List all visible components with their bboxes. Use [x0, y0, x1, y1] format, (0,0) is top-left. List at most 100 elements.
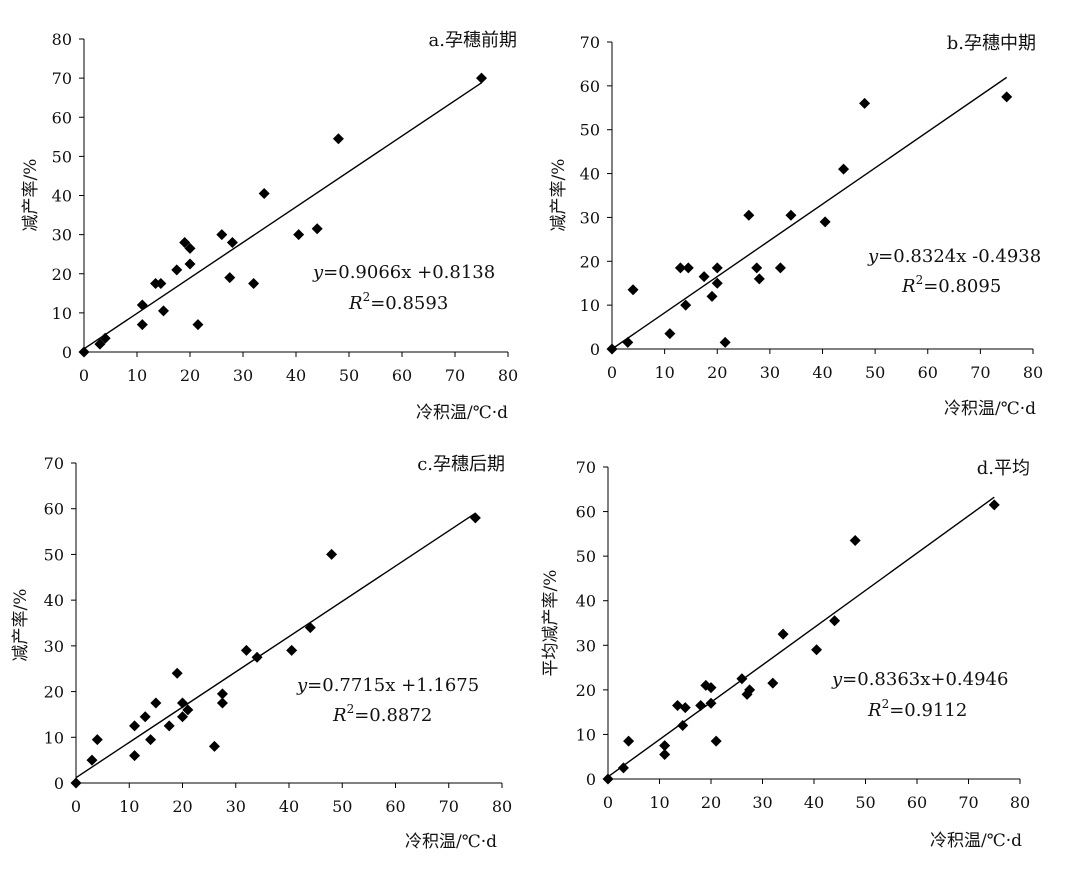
data-point: [785, 209, 797, 221]
x-tick-label: 60: [907, 793, 927, 812]
data-point: [659, 748, 671, 760]
x-tick-label: 10: [654, 363, 674, 382]
y-tick-label: 60: [580, 77, 600, 96]
data-point: [326, 548, 338, 560]
y-tick-label: 20: [52, 265, 72, 284]
y-tick-label: 0: [62, 343, 72, 362]
y-tick-label: 20: [580, 252, 600, 271]
data-point: [711, 277, 723, 289]
chart-panel-a: 0 10 20 30 40 50 60 70 80 0 10 20 30 40 50 60 70 80 a.孕穗前期…: [21, 30, 518, 423]
data-point: [617, 762, 629, 774]
regression-line: [75, 512, 476, 779]
regression-equation: y=0.7715x +1.1675: [296, 675, 479, 696]
y-tick-label: 60: [44, 500, 64, 519]
data-point: [859, 97, 871, 109]
x-tick-label: 80: [1023, 363, 1043, 382]
data-point: [623, 735, 635, 747]
data-point: [171, 667, 183, 679]
y-tick-label: 0: [586, 770, 596, 789]
y-tick-label: 40: [52, 187, 72, 206]
data-point: [811, 644, 823, 656]
y-axis-label: 平均减产率/%: [541, 570, 561, 677]
x-axis-label: 冷积温/℃·d: [405, 832, 497, 852]
r-squared-label: R2=0.8872: [332, 702, 432, 726]
data-point: [177, 697, 188, 709]
x-tick-label: 60: [385, 797, 405, 816]
data-point: [177, 711, 188, 723]
x-tick-label: 0: [79, 366, 89, 385]
data-point: [753, 273, 765, 285]
data-point: [469, 512, 481, 524]
data-point: [226, 236, 238, 248]
data-point: [158, 305, 169, 317]
x-tick-label: 50: [855, 793, 875, 812]
x-tick-label: 20: [180, 366, 200, 385]
y-axis-label: 减产率/%: [549, 159, 569, 232]
data-point: [216, 688, 228, 700]
data-point: [311, 223, 323, 235]
data-point: [664, 328, 676, 340]
data-point: [711, 262, 723, 274]
data-point: [139, 711, 151, 723]
data-point: [86, 754, 98, 766]
x-tick-label: 40: [279, 797, 299, 816]
data-point: [129, 720, 141, 732]
data-point: [705, 697, 717, 709]
y-axis-label: 减产率/%: [11, 589, 31, 662]
y-tick-label: 30: [44, 637, 64, 656]
y-tick-label: 10: [576, 725, 596, 744]
data-point: [719, 336, 731, 348]
data-point: [251, 651, 263, 663]
x-tick-label: 60: [392, 366, 412, 385]
data-point: [622, 336, 634, 348]
x-tick-label: 40: [804, 793, 824, 812]
y-tick-label: 60: [52, 108, 72, 127]
y-tick-label: 50: [576, 547, 596, 566]
data-point: [208, 740, 220, 752]
data-point: [91, 734, 103, 746]
x-tick-label: 0: [71, 797, 81, 816]
x-tick-label: 20: [701, 793, 721, 812]
data-point: [743, 209, 755, 221]
r-squared-label: R2=0.8593: [348, 290, 448, 314]
r-squared-label: R2=0.9112: [867, 697, 967, 721]
y-tick-label: 30: [580, 208, 600, 227]
x-tick-label: 20: [172, 797, 192, 816]
data-point: [145, 734, 157, 746]
y-tick-label: 10: [52, 304, 72, 323]
data-point: [240, 644, 252, 656]
data-point: [1001, 91, 1013, 103]
y-tick-label: 0: [54, 774, 64, 793]
y-axis-label: 减产率/%: [21, 159, 41, 232]
x-tick-label: 20: [707, 363, 727, 382]
x-tick-label: 30: [760, 363, 780, 382]
data-point: [70, 777, 82, 789]
data-point: [698, 271, 710, 283]
data-point: [171, 264, 183, 276]
data-point: [659, 740, 671, 752]
data-point: [774, 262, 786, 274]
x-tick-label: 70: [958, 793, 978, 812]
data-point: [706, 290, 718, 302]
data-point: [736, 673, 748, 685]
regression-line: [607, 496, 995, 778]
y-tick-label: 10: [580, 296, 600, 315]
regression-equation: y=0.8324x -0.4938: [867, 246, 1041, 267]
data-point: [332, 133, 344, 145]
data-point: [988, 499, 1000, 511]
x-tick-label: 50: [865, 363, 885, 382]
data-point: [695, 699, 707, 711]
data-point: [674, 262, 686, 274]
data-point: [136, 299, 148, 311]
y-tick-label: 60: [576, 503, 596, 522]
data-point: [99, 332, 111, 344]
data-point: [78, 346, 90, 358]
data-point: [216, 697, 228, 709]
data-point: [777, 628, 789, 640]
data-point: [751, 262, 763, 274]
x-tick-label: 40: [286, 366, 306, 385]
data-point: [744, 684, 756, 696]
y-tick-label: 0: [590, 340, 600, 359]
data-point: [150, 697, 162, 709]
